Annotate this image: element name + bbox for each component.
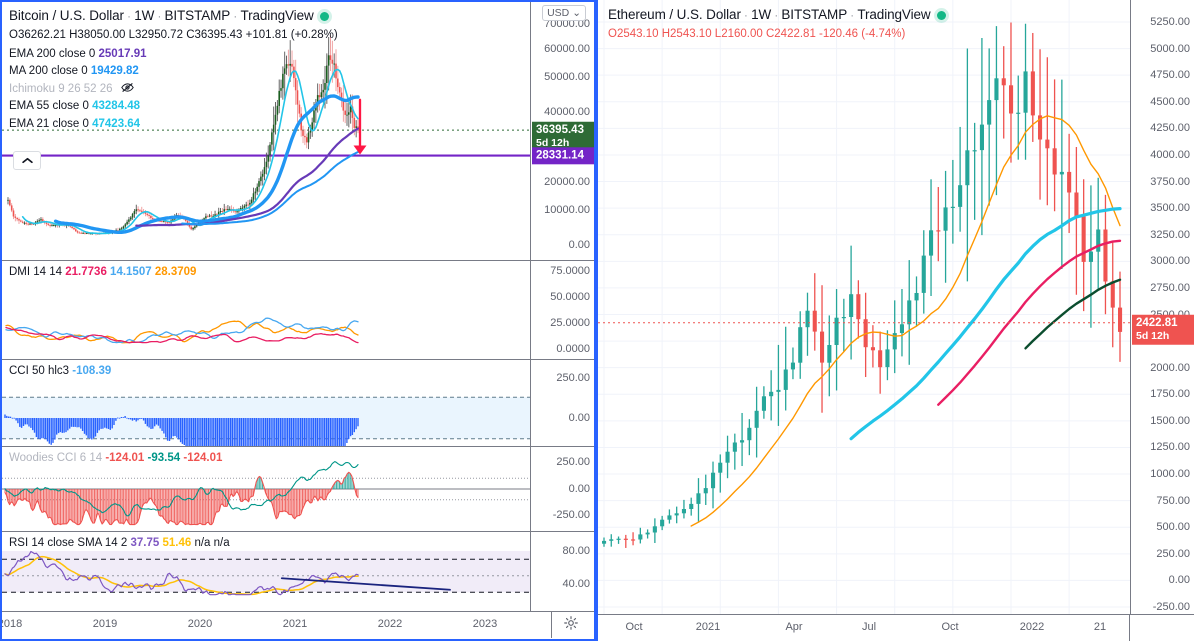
chevron-down-icon: ⌄ [572, 7, 581, 19]
eth-time-axis[interactable]: Oct 2021 Apr Jul Oct 2022 21 [598, 614, 1194, 641]
dmi-axis[interactable]: 75.0000 50.0000 25.0000 0.0000 [530, 261, 594, 359]
axis-tick: 40.00 [562, 578, 590, 590]
axis-tick: 4250.00 [1150, 122, 1190, 135]
axis-tick: 3500.00 [1150, 202, 1190, 215]
eth-last-price-badge: 2422.81 5d 12h [1132, 314, 1194, 345]
axis-tick: 0.0000 [556, 343, 590, 355]
axis-tick: 50.0000 [550, 291, 590, 303]
time-tick: 2021 [695, 621, 721, 633]
time-tick: 2019 [92, 618, 118, 630]
axis-tick: 40000.00 [544, 106, 590, 118]
gear-icon[interactable] [560, 612, 582, 634]
axis-tick: 250.00 [1156, 547, 1190, 560]
currency-selector[interactable]: USD ⌄ [542, 5, 586, 21]
axis-tick: 1500.00 [1150, 414, 1190, 427]
axis-tick: 0.00 [1168, 574, 1190, 587]
axis-tick: 80.00 [562, 545, 590, 557]
axis-tick: 2750.00 [1150, 281, 1190, 294]
badge-countdown: 5d 12h [1136, 329, 1170, 342]
axis-tick: 50000.00 [544, 71, 590, 83]
axis-tick: 1000.00 [1150, 468, 1190, 481]
axis-tick: 0.00 [568, 412, 590, 424]
eth-price-axis[interactable]: 5250.00 5000.00 4750.00 4500.00 4250.00 4000.… [1130, 0, 1194, 614]
badge-countdown: 5d 12h [536, 137, 570, 150]
time-tick: 2018 [0, 618, 23, 630]
axis-tick: 500.00 [1156, 521, 1190, 534]
axis-tick: 1250.00 [1150, 441, 1190, 454]
axis-tick: 4750.00 [1150, 69, 1190, 82]
time-tick: 2023 [472, 618, 498, 630]
time-tick: Apr [785, 621, 803, 633]
woodies-plot [2, 461, 534, 526]
axis-tick: 0.00 [568, 483, 590, 495]
axis-tick: -250.00 [1152, 601, 1190, 613]
time-tick: 2022 [1019, 621, 1045, 633]
eth-price-panel[interactable]: Ethereum / U.S. Dollar · 1W · BITSTAMP ·… [598, 0, 1194, 614]
currency-label: USD [547, 7, 570, 19]
woodies-axis[interactable]: 250.00 0.00 -250.00 [530, 447, 594, 531]
badge-price: 36395.43 [536, 123, 584, 136]
axis-tick: 1750.00 [1150, 388, 1190, 401]
axis-tick: 0.00 [568, 239, 590, 251]
btc-time-axis[interactable]: 2018 2019 2020 2021 2022 2023 [2, 611, 594, 638]
rsi-axis[interactable]: 80.00 40.00 [530, 532, 594, 611]
btc-price-panel[interactable]: Bitcoin / U.S. Dollar · 1W · BITSTAMP · … [2, 2, 594, 260]
btc-rsi-panel[interactable]: RSI 14 close SMA 14 2 37.75 51.46 n/a n/… [2, 531, 594, 611]
rsi-plot [2, 550, 534, 596]
btc-price-plot [2, 35, 534, 236]
axis-tick: 60000.00 [544, 43, 590, 55]
axis-tick: 4500.00 [1150, 95, 1190, 108]
axis-tick: 3000.00 [1150, 255, 1190, 268]
axis-tick: 75.0000 [550, 265, 590, 277]
axis-divider [551, 612, 552, 638]
btc-level-badge: 28331.14 [532, 146, 594, 165]
cci-axis[interactable]: 250.00 0.00 [530, 360, 594, 446]
axis-tick: 20000.00 [544, 176, 590, 188]
badge-price: 2422.81 [1136, 316, 1178, 329]
axis-tick: 250.00 [556, 456, 590, 468]
time-tick: 2022 [377, 618, 403, 630]
axis-tick: 4000.00 [1150, 148, 1190, 161]
time-tick: Oct [625, 621, 643, 633]
cci-plot [2, 396, 534, 447]
axis-tick: 5000.00 [1150, 42, 1190, 55]
bitcoin-chart-pane[interactable]: Bitcoin / U.S. Dollar · 1W · BITSTAMP · … [0, 0, 596, 641]
time-tick: 21 [1093, 621, 1107, 633]
time-tick: Jul [861, 621, 877, 633]
axis-tick: 3250.00 [1150, 228, 1190, 241]
axis-tick: 5250.00 [1150, 16, 1190, 28]
eth-price-plot [598, 0, 1132, 614]
ethereum-chart-pane[interactable]: Ethereum / U.S. Dollar · 1W · BITSTAMP ·… [596, 0, 1194, 641]
axis-tick: 70000.00 [544, 18, 590, 30]
axis-tick: 2000.00 [1150, 361, 1190, 374]
axis-tick: 750.00 [1156, 494, 1190, 507]
time-tick: Oct [941, 621, 959, 633]
axis-tick: 250.00 [556, 372, 590, 384]
time-tick: 2021 [282, 618, 308, 630]
axis-tick: 10000.00 [544, 204, 590, 216]
btc-price-axis[interactable]: 70000.00 60000.00 50000.00 40000.00 20000.00… [530, 2, 594, 260]
axis-divider [1129, 615, 1130, 641]
time-tick: 2020 [187, 618, 213, 630]
collapse-pane-chevron-up-icon[interactable] [13, 151, 41, 170]
axis-tick: -250.00 [552, 509, 590, 521]
axis-tick: 25.0000 [550, 317, 590, 329]
btc-woodies-panel[interactable]: Woodies CCI 6 14 -124.01 -93.54 -124.01 … [2, 446, 594, 531]
axis-tick: 3750.00 [1150, 175, 1190, 188]
btc-dmi-panel[interactable]: DMI 14 14 21.7736 14.1507 28.3709 75.000… [2, 260, 594, 359]
dmi-plot [5, 317, 359, 344]
btc-cci-panel[interactable]: CCI 50 hlc3 -108.39 250.00 0.00 [2, 359, 594, 447]
